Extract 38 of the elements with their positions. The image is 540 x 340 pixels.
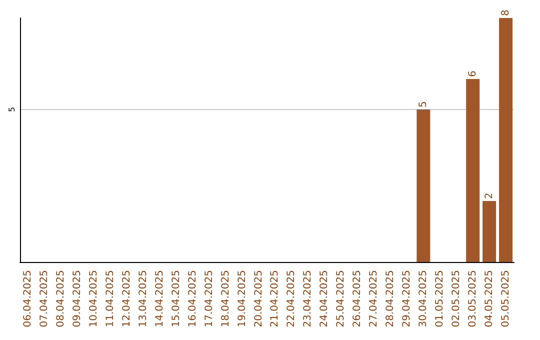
x-tick-label: 30.04.2025 [418, 270, 429, 328]
x-tick-label: 18.04.2025 [220, 270, 232, 328]
data-label: 8 [500, 10, 512, 16]
x-tick-label: 08.04.2025 [56, 270, 67, 328]
bar [482, 201, 496, 262]
x-tick-label: 29.04.2025 [401, 270, 412, 328]
x-tick-label: 23.04.2025 [302, 270, 314, 328]
x-tick-label: 28.04.2025 [385, 270, 396, 328]
x-tick-label: 11.04.2025 [105, 270, 116, 328]
x-tick-label: 03.05.2025 [467, 270, 478, 328]
x-tick-label: 22.04.2025 [286, 270, 298, 328]
x-tick-label: 05.05.2025 [500, 270, 512, 328]
x-tick-label: 21.04.2025 [270, 270, 281, 328]
x-tick-label: 13.04.2025 [138, 270, 149, 328]
bar [499, 18, 513, 262]
x-tick-label: 10.04.2025 [88, 270, 100, 328]
data-label: 5 [418, 101, 429, 108]
data-label: 2 [484, 192, 495, 199]
bar [466, 79, 480, 262]
x-tick-label: 16.04.2025 [187, 270, 198, 328]
bar [416, 110, 430, 262]
x-tick-label: 25.04.2025 [336, 270, 347, 328]
x-tick-label: 15.04.2025 [170, 270, 182, 328]
x-tick-label: 24.04.2025 [319, 270, 330, 328]
x-tick-label: 09.04.2025 [72, 270, 84, 328]
x-tick-label: 17.04.2025 [204, 270, 215, 328]
x-tick-label: 06.04.2025 [22, 270, 34, 328]
x-tick-label: 02.05.2025 [450, 270, 462, 328]
x-tick-label: 07.04.2025 [39, 270, 50, 328]
x-tick-label: 14.04.2025 [154, 270, 166, 328]
x-tick-label: 01.05.2025 [434, 270, 446, 328]
x-tick-label: 04.05.2025 [484, 270, 495, 328]
data-label: 6 [467, 70, 478, 77]
x-tick-label: 19.04.2025 [236, 270, 248, 328]
x-tick-label: 20.04.2025 [253, 270, 264, 328]
x-tick-label: 26.04.2025 [352, 270, 364, 328]
x-tick-label: 27.04.2025 [368, 270, 380, 328]
x-tick-label: 12.04.2025 [122, 270, 133, 328]
